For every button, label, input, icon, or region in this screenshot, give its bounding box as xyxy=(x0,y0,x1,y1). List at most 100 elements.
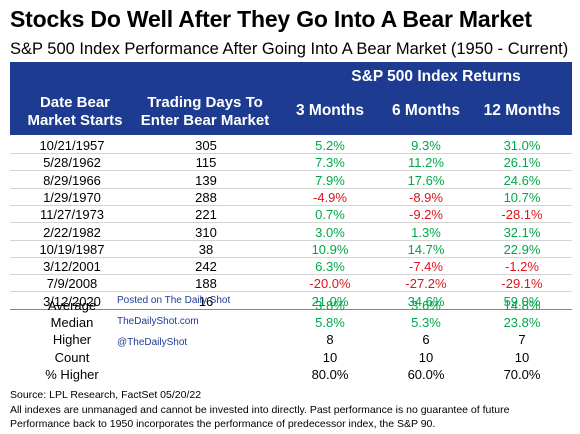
cell-date: 3/12/2020 xyxy=(43,293,101,309)
cell-trading-days: 139 xyxy=(195,172,217,188)
column-header-6-months: 6 Months xyxy=(391,102,461,119)
table-row: 8/29/1966 139 7.9% 17.6% 24.6% xyxy=(10,172,572,189)
cell-12-month-return: -1.2% xyxy=(505,259,539,275)
cell-date: 7/9/2008 xyxy=(46,276,98,292)
cell-6-month-return: 14.7% xyxy=(407,241,445,257)
cell-trading-days: 305 xyxy=(195,138,217,153)
summary-6-month: 5.3% xyxy=(411,315,441,330)
returns-group-title: S&P 500 Index Returns xyxy=(351,68,521,85)
cell-date: 10/21/1957 xyxy=(39,138,105,153)
summary-12-month: 23.8% xyxy=(503,315,541,330)
cell-12-month-return: -28.1% xyxy=(501,207,543,223)
cell-12-month-return: 26.1% xyxy=(503,155,541,171)
watermark-line1: Posted on The Daily Shot xyxy=(117,295,231,306)
summary-row: % Higher 80.0% 60.0% 70.0% xyxy=(10,366,572,383)
table-row: 11/27/1973 221 0.7% -9.2% -28.1% xyxy=(10,206,572,224)
cell-6-month-return: 17.6% xyxy=(407,172,445,188)
footer-source: Source: LPL Research, FactSet 05/20/22 xyxy=(10,389,202,401)
summary-3-month: 10 xyxy=(322,349,338,365)
cell-3-month-return: 3.0% xyxy=(315,224,345,240)
summary-6-month: 6 xyxy=(422,332,430,348)
table-row: 10/19/1987 38 10.9% 14.7% 22.9% xyxy=(10,241,572,258)
summary-6-month: 10 xyxy=(418,349,434,365)
summary-6-month: 60.0% xyxy=(407,366,445,382)
cell-3-month-return: -20.0% xyxy=(309,276,351,292)
cell-trading-days: 38 xyxy=(198,241,214,257)
cell-trading-days: 288 xyxy=(195,189,217,205)
summary-row: Count 10 10 10 xyxy=(10,349,572,366)
summary-3-month: 8 xyxy=(326,332,334,348)
watermark-line2: TheDailyShot.com xyxy=(117,316,199,327)
cell-date: 8/29/1966 xyxy=(43,172,101,188)
summary-12-month: 14.8% xyxy=(503,297,541,313)
column-header-days-line1: Trading Days To xyxy=(147,94,263,111)
summary-3-month: 5.8% xyxy=(315,315,345,330)
page-title: Stocks Do Well After They Go Into A Bear… xyxy=(10,6,532,32)
cell-12-month-return: 31.0% xyxy=(503,138,541,153)
cell-6-month-return: 9.3% xyxy=(411,138,441,153)
cell-3-month-return: 0.7% xyxy=(315,207,345,223)
summary-label: Count xyxy=(54,349,90,365)
cell-3-month-return: 5.2% xyxy=(315,138,345,153)
cell-6-month-return: -7.4% xyxy=(409,259,443,275)
summary-6-month: 3.6% xyxy=(411,297,441,313)
column-header-days-line2: Enter Bear Market xyxy=(140,112,270,129)
summary-12-month: 10 xyxy=(514,349,530,365)
cell-date: 2/22/1982 xyxy=(43,224,101,240)
footer-note-2: Performance back to 1950 incorporates th… xyxy=(10,418,436,430)
cell-6-month-return: -9.2% xyxy=(409,207,443,223)
cell-3-month-return: 6.3% xyxy=(315,259,345,275)
cell-3-month-return: -4.9% xyxy=(313,189,347,205)
summary-row: Median 5.8% 5.3% 23.8% xyxy=(10,314,572,331)
cell-12-month-return: 24.6% xyxy=(503,172,541,188)
summary-row: Higher 8 6 7 xyxy=(10,331,572,348)
summary-row: Average 3.8% 3.6% 14.8% xyxy=(10,297,572,314)
table-row: 10/21/1957 305 5.2% 9.3% 31.0% xyxy=(10,137,572,154)
cell-6-month-return: -27.2% xyxy=(405,276,447,292)
column-header-days: Trading Days To Enter Bear Market xyxy=(128,94,282,130)
table-header: S&P 500 Index Returns Date Bear Market S… xyxy=(10,62,572,135)
summary-label: Higher xyxy=(52,332,92,348)
column-header-date: Date Bear Market Starts xyxy=(16,94,134,130)
table-row: 7/9/2008 188 -20.0% -27.2% -29.1% xyxy=(10,275,572,293)
cell-trading-days: 221 xyxy=(195,207,217,223)
cell-date: 1/29/1970 xyxy=(43,189,101,205)
column-header-date-line1: Date Bear xyxy=(39,94,111,111)
cell-6-month-return: -8.9% xyxy=(409,189,443,205)
cell-12-month-return: 32.1% xyxy=(503,224,541,240)
cell-3-month-return: 10.9% xyxy=(311,241,349,257)
cell-date: 5/28/1962 xyxy=(43,155,101,171)
cell-3-month-return: 7.3% xyxy=(315,155,345,171)
cell-trading-days: 242 xyxy=(195,259,217,275)
cell-trading-days: 188 xyxy=(195,276,217,292)
cell-12-month-return: 10.7% xyxy=(503,189,541,205)
cell-12-month-return: -29.1% xyxy=(501,276,543,292)
cell-6-month-return: 34.6% xyxy=(407,293,445,309)
summary-12-month: 7 xyxy=(518,332,526,348)
summary-3-month: 3.8% xyxy=(315,297,345,313)
summary-label: Median xyxy=(50,315,94,330)
table-row: 2/22/1982 310 3.0% 1.3% 32.1% xyxy=(10,224,572,241)
column-header-date-line2: Market Starts xyxy=(27,112,123,129)
table-row: 1/29/1970 288 -4.9% -8.9% 10.7% xyxy=(10,189,572,206)
cell-3-month-return: 21.0% xyxy=(311,293,349,309)
summary-label: Average xyxy=(47,297,97,313)
cell-date: 10/19/1987 xyxy=(39,241,105,257)
cell-trading-days: 310 xyxy=(195,224,217,240)
cell-date: 11/27/1973 xyxy=(39,207,105,223)
table-row: 5/28/1962 115 7.3% 11.2% 26.1% xyxy=(10,154,572,172)
cell-6-month-return: 1.3% xyxy=(411,224,441,240)
footer-note-1: All indexes are unmanaged and cannot be … xyxy=(10,404,510,416)
cell-date: 3/12/2001 xyxy=(43,259,101,275)
cell-6-month-return: 11.2% xyxy=(408,155,444,171)
table-row: 3/12/2001 242 6.3% -7.4% -1.2% xyxy=(10,258,572,276)
column-header-12-months: 12 Months xyxy=(483,102,561,119)
cell-12-month-return: 22.9% xyxy=(503,241,541,257)
cell-12-month-return: 59.0% xyxy=(503,293,541,309)
summary-3-month: 80.0% xyxy=(311,366,349,382)
page-subtitle: S&P 500 Index Performance After Going In… xyxy=(10,40,569,58)
table-row: 3/12/2020 16 21.0% 34.6% 59.0% xyxy=(10,293,572,310)
column-header-3-months: 3 Months xyxy=(295,102,365,119)
watermark-line3: @TheDailyShot xyxy=(117,337,188,348)
cell-3-month-return: 7.9% xyxy=(315,172,345,188)
